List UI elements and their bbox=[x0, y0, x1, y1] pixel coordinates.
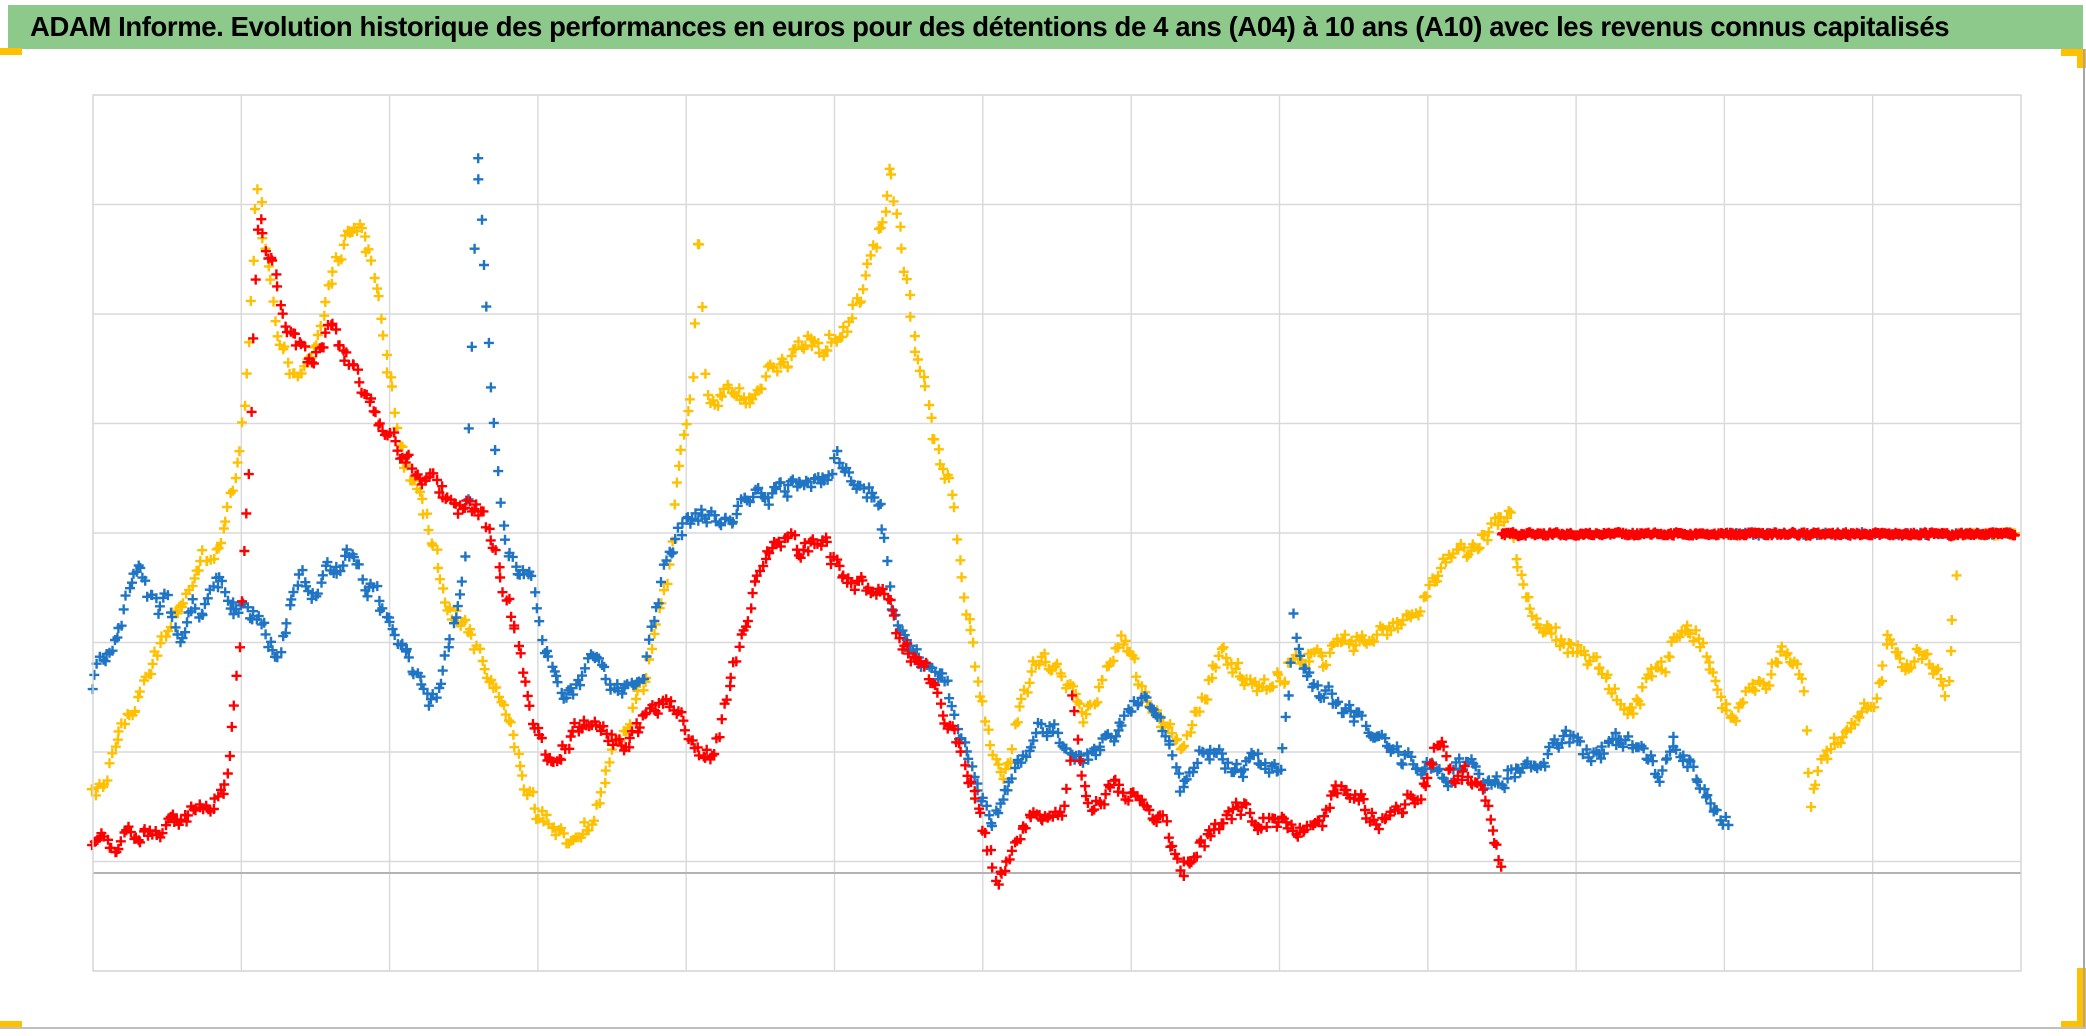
accent-bottom-right-horizontal bbox=[2061, 1021, 2086, 1028]
series-blue bbox=[87, 153, 2020, 831]
accent-bottom-left bbox=[0, 1021, 22, 1028]
series-red bbox=[87, 214, 2020, 890]
accent-bottom-right-vertical bbox=[2077, 968, 2086, 1028]
page-title: ADAM Informe. Evolution historique des p… bbox=[30, 11, 1950, 42]
accent-top-left bbox=[0, 48, 22, 55]
right-edge-line bbox=[2083, 49, 2085, 1028]
series-gold bbox=[86, 163, 2021, 849]
accent-top-right-vertical bbox=[2077, 49, 2086, 68]
bottom-edge-line bbox=[0, 1027, 2086, 1029]
accent-top-right-horizontal bbox=[2061, 49, 2086, 56]
title-bar: ADAM Informe. Evolution historique des p… bbox=[8, 5, 2083, 49]
